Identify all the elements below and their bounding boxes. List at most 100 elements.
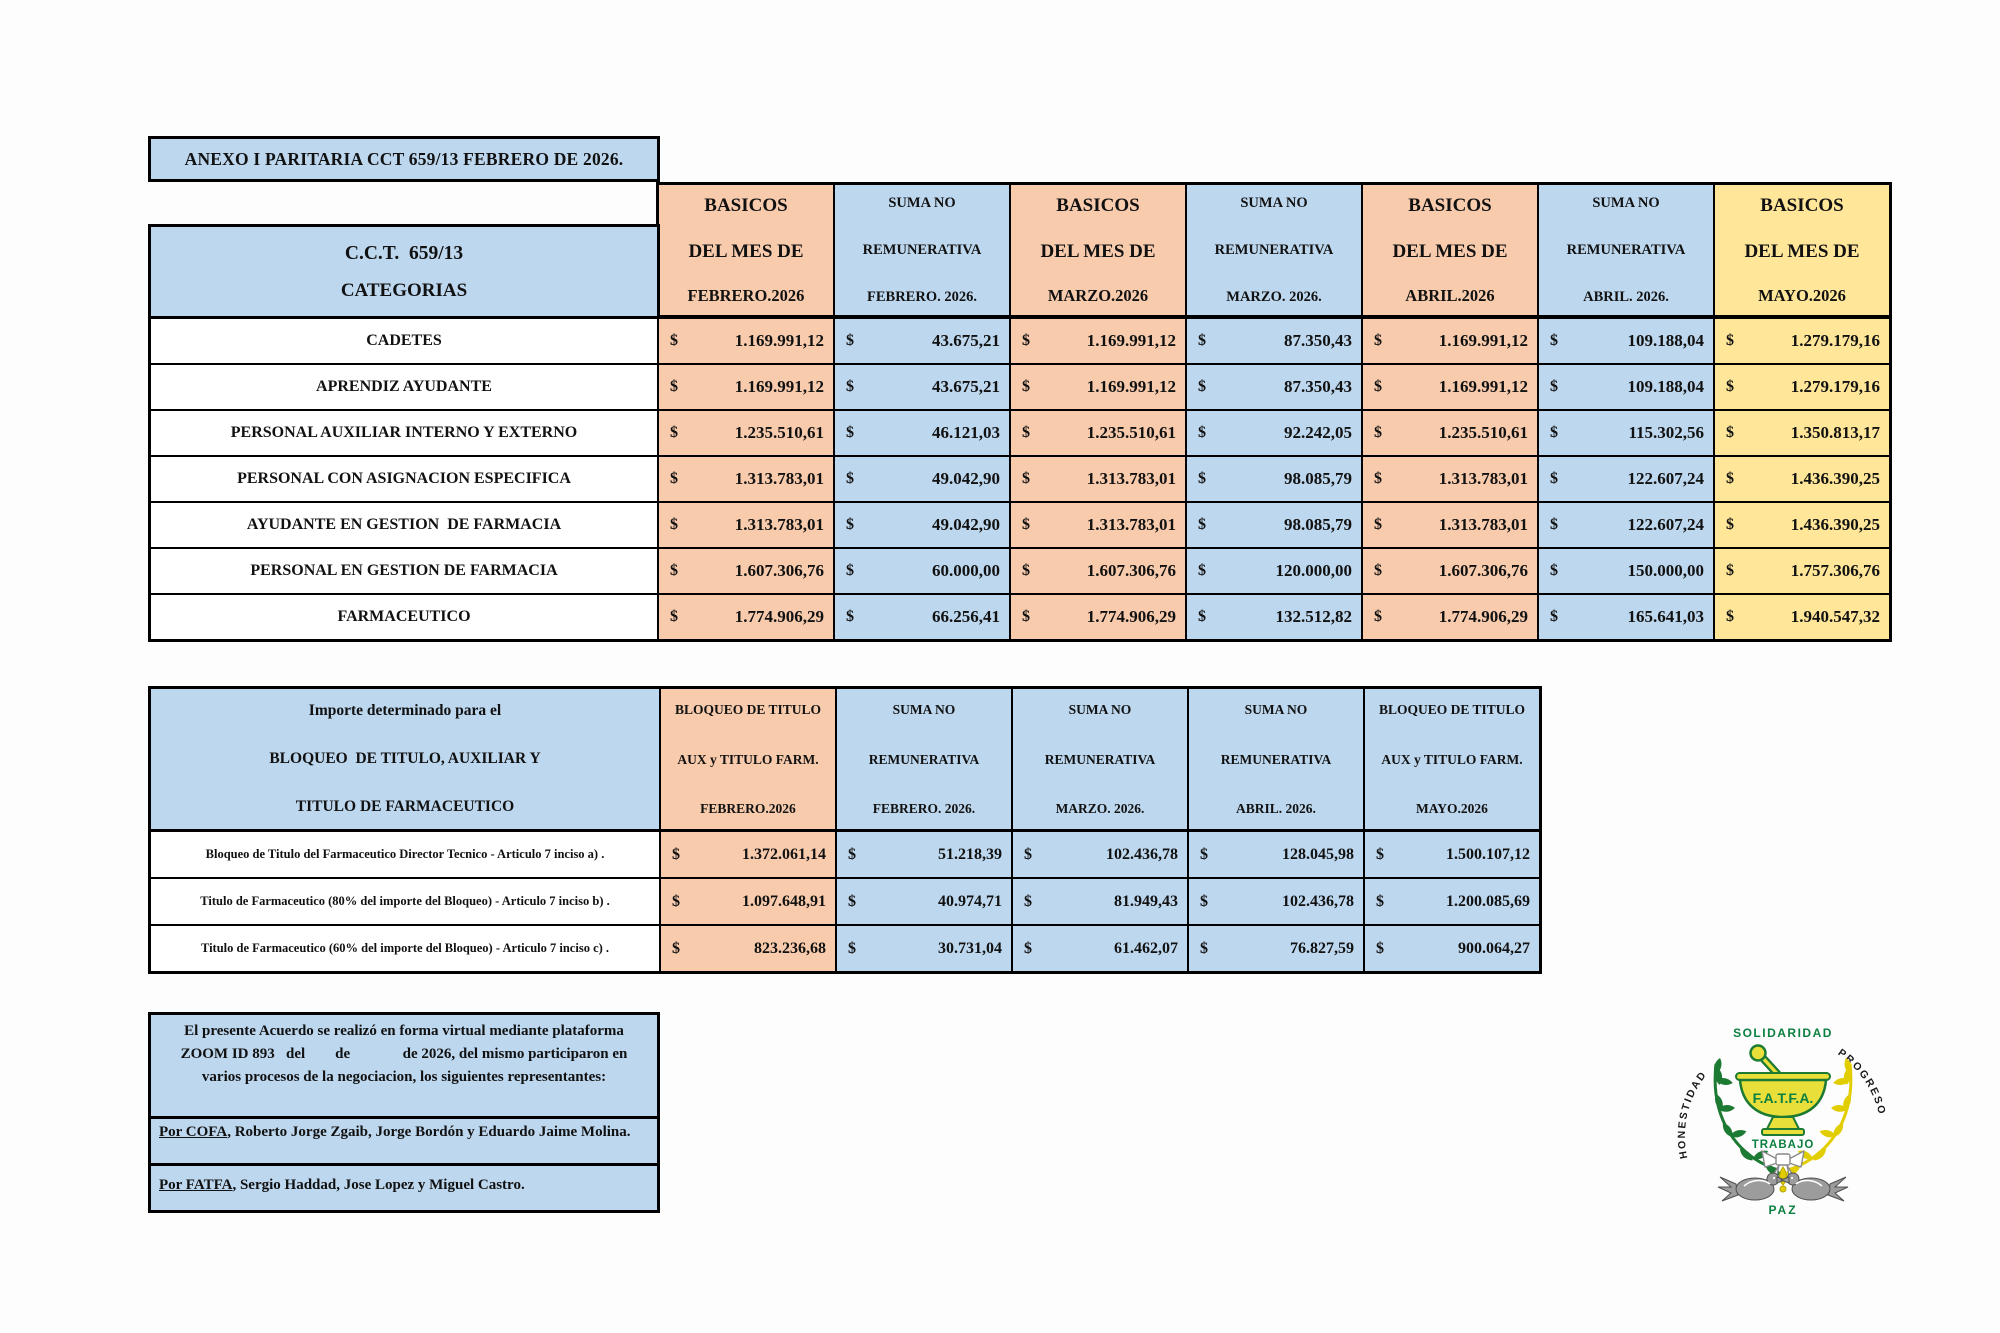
currency-symbol: $ bbox=[1550, 470, 1558, 487]
table1-column-headers: BASICOS DEL MES DE FEBRERO.2026 SUMA NO REM… bbox=[656, 182, 1892, 318]
currency-symbol: $ bbox=[670, 378, 678, 395]
agreement-paragraph: El presente Acuerdo se realizó en forma … bbox=[151, 1015, 657, 1119]
t1-value-cell: $109.188,04 bbox=[1539, 319, 1713, 363]
t1-value-cell: $109.188,04 bbox=[1539, 365, 1713, 409]
header-line: FEBRERO. 2026. bbox=[867, 289, 977, 305]
t1-col-header-basicos-abril: BASICOS DEL MES DE ABRIL.2026 bbox=[1363, 185, 1537, 315]
logo-trabajo-text: TRABAJO bbox=[1752, 1139, 1815, 1151]
t1-value-cell: $92.242,05 bbox=[1187, 411, 1361, 455]
dove-left-icon bbox=[1717, 1172, 1786, 1202]
header-line: AUX y TITULO FARM. bbox=[677, 751, 819, 767]
amount-value: 46.121,03 bbox=[932, 423, 1000, 442]
amount-value: 1.169.991,12 bbox=[1086, 377, 1176, 396]
currency-symbol: $ bbox=[670, 470, 678, 487]
fatfa-representatives: Por FATFA, Sergio Haddad, Jose Lopez y M… bbox=[151, 1166, 657, 1210]
t1-value-cell: $1.169.991,12 bbox=[1363, 365, 1537, 409]
amount-value: 1.500.107,12 bbox=[1446, 845, 1530, 863]
t1-col-header-suma-febrero: SUMA NO REMUNERATIVA FEBRERO. 2026. bbox=[835, 185, 1009, 315]
amount-value: 1.313.783,01 bbox=[1086, 515, 1176, 534]
currency-symbol: $ bbox=[846, 424, 854, 441]
currency-symbol: $ bbox=[1550, 562, 1558, 579]
currency-symbol: $ bbox=[1024, 892, 1032, 910]
amount-value: 120.000,00 bbox=[1275, 561, 1353, 580]
t2-title-line: BLOQUEO DE TITULO, AUXILIAR Y bbox=[269, 750, 541, 767]
currency-symbol: $ bbox=[1200, 892, 1208, 910]
currency-symbol: $ bbox=[670, 424, 678, 441]
amount-value: 1.169.991,12 bbox=[1438, 331, 1528, 350]
amount-value: 150.000,00 bbox=[1627, 561, 1705, 580]
t2-col-header-bloqueo-mayo: BLOQUEO DE TITULO AUX y TITULO FARM. MAYO.… bbox=[1365, 689, 1539, 829]
currency-symbol: $ bbox=[1022, 332, 1030, 349]
t2-value-cell: $1.097.648,91 bbox=[661, 879, 835, 924]
currency-symbol: $ bbox=[1022, 608, 1030, 625]
currency-symbol: $ bbox=[1200, 939, 1208, 957]
currency-symbol: $ bbox=[846, 332, 854, 349]
t1-value-cell: $120.000,00 bbox=[1187, 549, 1361, 593]
currency-symbol: $ bbox=[1374, 608, 1382, 625]
t1-value-cell: $1.169.991,12 bbox=[659, 365, 833, 409]
t1-value-cell: $1.313.783,01 bbox=[659, 503, 833, 547]
header-line: MARZO.2026 bbox=[1047, 286, 1149, 305]
currency-symbol: $ bbox=[1022, 378, 1030, 395]
amount-value: 1.235.510,61 bbox=[1086, 423, 1176, 442]
amount-value: 1.940.547,32 bbox=[1790, 607, 1880, 626]
amount-value: 122.607,24 bbox=[1627, 469, 1705, 488]
fatfa-logo: SOLIDARIDAD HONESTIDAD PROGRESO bbox=[1676, 1026, 1886, 1217]
t2-value-cell: $51.218,39 bbox=[837, 832, 1011, 877]
currency-symbol: $ bbox=[1198, 378, 1206, 395]
currency-symbol: $ bbox=[1726, 332, 1734, 349]
header-line: FEBRERO. 2026. bbox=[872, 801, 976, 816]
header-line: BASICOS bbox=[704, 195, 788, 216]
t1-row-label: PERSONAL CON ASIGNACION ESPECIFICA bbox=[151, 457, 657, 501]
cofa-names: , Roberto Jorge Zgaib, Jorge Bordón y Ed… bbox=[227, 1124, 631, 1140]
currency-symbol: $ bbox=[1374, 470, 1382, 487]
currency-symbol: $ bbox=[672, 892, 680, 910]
header-line: SUMA NO bbox=[1244, 702, 1308, 717]
amount-value: 132.512,82 bbox=[1275, 607, 1353, 626]
t1-value-cell: $66.256,41 bbox=[835, 595, 1009, 639]
header-line: ABRIL.2026 bbox=[1405, 286, 1495, 305]
amount-value: 43.675,21 bbox=[932, 377, 1000, 396]
table1-body: CADETES $1.169.991,12 $43.675,21 $1.169.… bbox=[148, 316, 1892, 642]
amount-value: 1.757.306,76 bbox=[1790, 561, 1880, 580]
amount-value: 49.042,90 bbox=[932, 469, 1000, 488]
header-line: MARZO. 2026. bbox=[1055, 801, 1145, 816]
currency-symbol: $ bbox=[1726, 378, 1734, 395]
amount-value: 1.774.906,29 bbox=[1086, 607, 1176, 626]
amount-value: 66.256,41 bbox=[932, 607, 1000, 626]
t1-row-label: PERSONAL EN GESTION DE FARMACIA bbox=[151, 549, 657, 593]
currency-symbol: $ bbox=[1198, 516, 1206, 533]
agreement-box: El presente Acuerdo se realizó en forma … bbox=[148, 1012, 660, 1213]
amount-value: 1.313.783,01 bbox=[734, 469, 824, 488]
t1-value-cell: $1.279.179,16 bbox=[1715, 365, 1889, 409]
header-line: SUMA NO bbox=[1240, 195, 1308, 211]
currency-symbol: $ bbox=[846, 608, 854, 625]
t1-value-cell: $1.774.906,29 bbox=[1011, 595, 1185, 639]
header-line: SUMA NO bbox=[888, 195, 956, 211]
t2-row-label: Titulo de Farmaceutico (80% del importe … bbox=[151, 879, 659, 924]
amount-value: 115.302,56 bbox=[1628, 423, 1704, 442]
t2-value-cell: $61.462,07 bbox=[1013, 926, 1187, 971]
header-line: MARZO. 2026. bbox=[1226, 289, 1322, 305]
amount-value: 40.974,71 bbox=[938, 892, 1002, 910]
currency-symbol: $ bbox=[1022, 516, 1030, 533]
amount-value: 1.169.991,12 bbox=[734, 331, 824, 350]
t1-col-header-suma-abril: SUMA NO REMUNERATIVA ABRIL. 2026. bbox=[1539, 185, 1713, 315]
currency-symbol: $ bbox=[846, 562, 854, 579]
currency-symbol: $ bbox=[1726, 470, 1734, 487]
amount-value: 102.436,78 bbox=[1282, 892, 1354, 910]
amount-value: 1.313.783,01 bbox=[1438, 469, 1528, 488]
amount-value: 1.774.906,29 bbox=[1438, 607, 1528, 626]
t1-value-cell: $115.302,56 bbox=[1539, 411, 1713, 455]
t2-value-cell: $1.500.107,12 bbox=[1365, 832, 1539, 877]
t1-value-cell: $1.607.306,76 bbox=[1011, 549, 1185, 593]
cofa-label: Por COFA bbox=[159, 1124, 228, 1140]
currency-symbol: $ bbox=[1198, 608, 1206, 625]
amount-value: 1.313.783,01 bbox=[734, 515, 824, 534]
header-line: SUMA NO bbox=[1068, 702, 1132, 717]
t2-col-header-suma-febrero: SUMA NO REMUNERATIVA FEBRERO. 2026. bbox=[837, 689, 1011, 829]
amount-value: 1.313.783,01 bbox=[1086, 469, 1176, 488]
amount-value: 30.731,04 bbox=[938, 939, 1002, 957]
t1-value-cell: $98.085,79 bbox=[1187, 503, 1361, 547]
t2-title-line: TITULO DE FARMACEUTICO bbox=[295, 798, 515, 815]
